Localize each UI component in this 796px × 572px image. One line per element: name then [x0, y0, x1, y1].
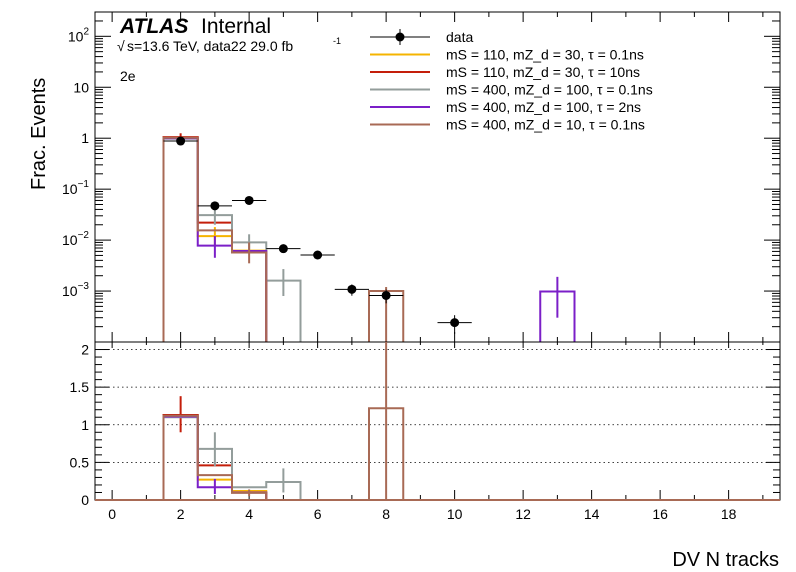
- x-tick-label: 6: [314, 506, 322, 522]
- data-points: [163, 136, 472, 334]
- x-tick-label: 14: [584, 506, 600, 522]
- lumi-exponent: -1: [333, 36, 341, 46]
- legend-label: mS = 400, mZ_d = 10, τ = 0.1ns: [446, 117, 645, 133]
- y-tick-label: 1: [81, 417, 89, 433]
- legend-label: mS = 110, mZ_d = 30, τ = 0.1ns: [446, 47, 644, 63]
- data-point: [381, 290, 391, 300]
- series-5-ratio: [162, 342, 405, 500]
- legend-label: mS = 400, mZ_d = 100, τ = 0.1ns: [446, 82, 653, 98]
- x-tick-label: 12: [515, 506, 531, 522]
- atlas-status-text: Internal: [201, 15, 271, 38]
- y-tick-label: 10−3: [62, 281, 89, 299]
- data-point: [210, 201, 220, 211]
- x-axis-label: DV N tracks: [672, 549, 779, 571]
- data-point: [244, 195, 254, 205]
- energy-lumi-text: s=13.6 TeV, data22 29.0 fb: [127, 38, 293, 54]
- y-tick-label: 10−1: [62, 179, 89, 197]
- y-tick-label: 10: [73, 79, 89, 95]
- atlas-logo-text: ATLAS: [119, 15, 188, 38]
- legend-label: mS = 110, mZ_d = 30, τ = 10ns: [446, 64, 640, 80]
- top-panel: 10−3 10−2 10−1 1 10 102: [62, 11, 781, 343]
- x-tick-label: 16: [652, 506, 668, 522]
- series-5-step: [162, 136, 405, 342]
- y-tick-label: 1.5: [70, 379, 90, 395]
- y-axis-label: Frac. Events: [28, 78, 50, 190]
- legend-label: mS = 400, mZ_d = 100, τ = 2ns: [446, 99, 641, 115]
- channel-label: 2e: [120, 68, 136, 84]
- y-tick-label: 2: [81, 342, 89, 358]
- data-point: [278, 244, 288, 254]
- ratio-panel: 0 2 4 6 8 10 12 14 16 18 0 0.5 1 1.5 2: [70, 341, 781, 522]
- atlas-label: ATLAS Internal √ s=13.6 TeV, data22 29.0…: [117, 15, 341, 84]
- legend-label: data: [446, 29, 473, 45]
- y-tick-label: 1: [81, 130, 89, 146]
- y-tick-label: 0: [81, 492, 89, 508]
- x-tick-label: 10: [447, 506, 463, 522]
- data-point: [450, 318, 460, 328]
- x-tick-label: 4: [245, 506, 253, 522]
- legend-marker: [395, 32, 405, 42]
- y-tick-label: 0.5: [70, 454, 90, 470]
- x-tick-label: 8: [382, 506, 390, 522]
- data-point: [176, 136, 186, 146]
- x-tick-label: 0: [108, 506, 116, 522]
- x-tick-label: 18: [721, 506, 737, 522]
- y-tick-label: 102: [68, 26, 90, 44]
- x-tick-label: 2: [177, 506, 185, 522]
- data-point: [347, 284, 357, 294]
- y-tick-label: 10−2: [62, 230, 89, 248]
- sqrt-symbol: √: [117, 38, 125, 54]
- series-5-histogram: [162, 136, 405, 342]
- data-point: [313, 250, 323, 260]
